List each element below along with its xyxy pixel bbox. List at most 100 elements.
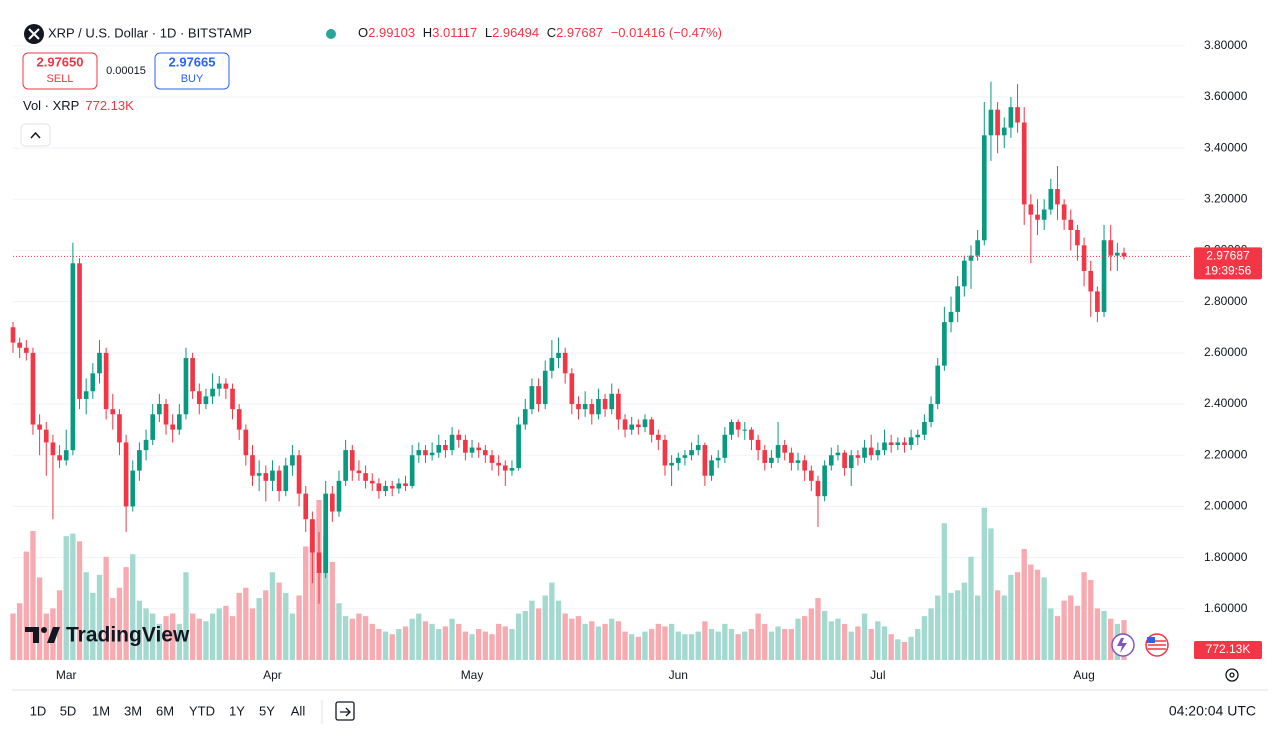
volume-bar: [382, 631, 389, 660]
range-button[interactable]: 5D: [60, 703, 77, 718]
volume-bar: [362, 616, 369, 660]
candle-body: [423, 450, 428, 456]
volume-bar: [782, 629, 788, 660]
volume-bar: [835, 618, 841, 660]
volume-bar: [396, 629, 402, 660]
settings-icon[interactable]: [1225, 668, 1239, 682]
volume-bar: [1014, 572, 1021, 660]
volume-bar: [828, 621, 834, 660]
range-button[interactable]: 1Y: [229, 703, 245, 718]
candle-body: [77, 263, 82, 399]
candle-body: [90, 373, 96, 392]
volume-bar: [855, 626, 861, 660]
volume-bar: [775, 626, 781, 660]
volume-bar: [130, 554, 136, 660]
y-tick-label: 2.20000: [1204, 447, 1248, 461]
volume-bar: [1074, 605, 1081, 660]
candle-body: [549, 357, 555, 371]
volume-bar: [562, 613, 568, 660]
range-button[interactable]: 6M: [156, 703, 174, 718]
candle-body: [170, 424, 175, 430]
volume-bar: [1068, 595, 1074, 660]
volume-bar: [861, 613, 868, 660]
sell-button[interactable]: [22, 52, 98, 90]
candle-body: [310, 519, 315, 553]
volume-bar: [1094, 608, 1101, 660]
candle-body: [137, 450, 142, 471]
volume-bar: [895, 639, 901, 660]
volume-bar: [1034, 569, 1041, 660]
volume-legend-label: Vol · XRP: [23, 98, 79, 113]
candle-body: [330, 493, 335, 512]
candle-body: [569, 373, 575, 405]
candle-body: [10, 327, 16, 343]
candle-body: [689, 450, 694, 456]
buy-button[interactable]: [154, 52, 230, 90]
candle-body: [769, 457, 774, 463]
clock[interactable]: 04:20:04 UTC: [1169, 703, 1256, 719]
volume-bar: [589, 621, 595, 660]
open-value: 2.99103: [368, 25, 415, 40]
volume-bar: [502, 626, 508, 660]
volume-bar: [928, 608, 934, 660]
volume-bar: [116, 587, 123, 660]
volume-bar: [482, 631, 489, 660]
candle-body: [808, 470, 814, 481]
y-tick-label: 2.80000: [1204, 294, 1248, 308]
sell-label[interactable]: SELL: [47, 73, 74, 85]
volume-bar: [30, 530, 36, 660]
x-tick-label: Apr: [263, 668, 282, 682]
buy-price[interactable]: 2.97665: [169, 54, 216, 69]
volume-bar: [203, 621, 209, 660]
volume-bar: [622, 631, 628, 660]
candle-body: [303, 493, 309, 520]
volume-bar: [549, 582, 555, 660]
range-button[interactable]: 1D: [30, 703, 47, 718]
candle-body: [456, 434, 462, 440]
sell-price[interactable]: 2.97650: [37, 54, 84, 69]
candle-body: [30, 352, 36, 425]
candle-body: [662, 439, 668, 466]
y-tick-label: 3.20000: [1204, 191, 1248, 205]
volume-bar: [515, 613, 522, 660]
volume-bar: [802, 616, 808, 660]
volume-bar: [642, 631, 648, 660]
candle-body: [130, 470, 136, 507]
range-button[interactable]: YTD: [189, 703, 215, 718]
candle-body: [57, 455, 62, 461]
volume-bar: [416, 613, 422, 660]
range-button[interactable]: 1M: [92, 703, 110, 718]
candle-body: [469, 447, 475, 453]
candle-body: [63, 450, 69, 461]
candle-body: [516, 424, 521, 469]
volume-bar: [163, 616, 169, 660]
candle-body: [416, 450, 422, 456]
candle-body: [655, 434, 661, 440]
ohlc-legend: O2.99103 H3.01117 L2.96494 C2.97687 −0.0…: [358, 25, 722, 40]
volume-bar: [289, 613, 296, 660]
change-value: −0.01416 (−0.47%): [611, 25, 722, 40]
collapse-button[interactable]: [20, 123, 51, 147]
range-button[interactable]: 5Y: [259, 703, 275, 718]
volume-bar: [742, 631, 748, 660]
date-range-button[interactable]: [335, 701, 355, 721]
candle-body: [695, 445, 701, 451]
volume-bar: [575, 616, 582, 660]
x-tick-label: Jun: [669, 668, 688, 682]
range-button[interactable]: All: [291, 703, 306, 718]
candle-body: [250, 455, 255, 476]
candle-body: [37, 424, 42, 430]
y-tick-label: 3.80000: [1204, 38, 1248, 52]
buy-label[interactable]: BUY: [181, 73, 204, 85]
volume-bar: [76, 541, 83, 660]
range-button[interactable]: 3M: [124, 703, 142, 718]
candle-body: [948, 311, 954, 323]
candle-body: [356, 470, 362, 474]
candle-body: [602, 398, 608, 410]
candle-body: [942, 322, 947, 366]
h-label: H: [423, 25, 432, 40]
volume-bar: [881, 626, 888, 660]
overlay-layer: 1.60000 1.80000 2.00000 2.20000 2.40000 2.600…: [13, 38, 1262, 682]
candle-body: [1101, 240, 1107, 312]
candle-body: [702, 445, 708, 476]
